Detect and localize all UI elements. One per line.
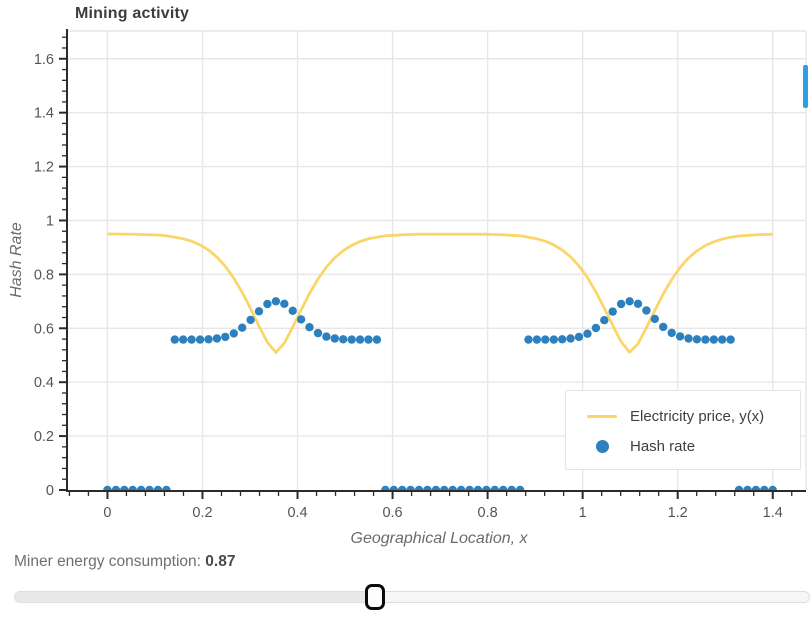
series-dots-1 xyxy=(103,297,777,490)
svg-text:1: 1 xyxy=(579,505,587,521)
dot-swatch-icon xyxy=(580,439,624,453)
svg-text:0.6: 0.6 xyxy=(382,505,402,521)
chart-title: Mining activity xyxy=(75,5,190,22)
svg-text:0.2: 0.2 xyxy=(34,429,54,445)
svg-text:0.4: 0.4 xyxy=(287,505,307,521)
legend: Electricity price, y(x) Hash rate xyxy=(565,390,801,470)
chart-canvas[interactable]: 0 0.2 0.4 0.6 0.8 1 1.2 1.4 0 0.2 0.4 0.6 0.8 1 1.2 1.4… xyxy=(0,0,810,548)
x-axis-title: Geographical Location, x xyxy=(350,530,528,547)
slider-track[interactable] xyxy=(14,591,810,603)
consumption-value: 0.87 xyxy=(205,553,236,570)
chart-container: 0 0.2 0.4 0.6 0.8 1 1.2 1.4 0 0.2 0.4 0.6 0.8 1 1.2 1.4… xyxy=(0,0,810,548)
legend-label: Hash rate xyxy=(630,437,696,455)
svg-text:0.8: 0.8 xyxy=(34,267,54,283)
legend-item-hash-rate[interactable]: Hash rate xyxy=(580,431,800,461)
scrollbar-thumb[interactable] xyxy=(803,65,808,108)
legend-item-electricity-price[interactable]: Electricity price, y(x) xyxy=(580,401,800,431)
svg-text:1.6: 1.6 xyxy=(34,52,54,68)
svg-text:1.2: 1.2 xyxy=(34,160,54,176)
svg-text:0.8: 0.8 xyxy=(478,505,498,521)
axes xyxy=(59,29,806,499)
legend-label: Electricity price, y(x) xyxy=(630,407,765,425)
svg-text:0.6: 0.6 xyxy=(34,321,54,337)
svg-text:1.4: 1.4 xyxy=(763,505,783,521)
series-line-0 xyxy=(107,232,773,354)
slider-thumb[interactable] xyxy=(365,584,386,610)
svg-text:0: 0 xyxy=(46,483,54,499)
tick-labels: 0 0.2 0.4 0.6 0.8 1 1.2 1.4 0 0.2 0.4 0.6 0.8 1 1.2 1.4… xyxy=(34,52,783,521)
gridlines xyxy=(68,30,807,490)
line-swatch-icon xyxy=(580,414,624,418)
y-axis-title: Hash Rate xyxy=(8,222,25,298)
energy-consumption-slider[interactable] xyxy=(14,584,810,611)
consumption-label: Miner energy consumption: xyxy=(14,553,201,570)
svg-text:0.2: 0.2 xyxy=(192,505,212,521)
svg-text:0.4: 0.4 xyxy=(34,375,54,391)
svg-text:1.2: 1.2 xyxy=(668,505,688,521)
slider-fill xyxy=(15,592,376,602)
svg-text:1.4: 1.4 xyxy=(34,106,54,122)
svg-text:0: 0 xyxy=(103,505,111,521)
svg-text:1: 1 xyxy=(46,213,54,229)
miner-energy-consumption-text: Miner energy consumption: 0.87 xyxy=(14,553,235,571)
